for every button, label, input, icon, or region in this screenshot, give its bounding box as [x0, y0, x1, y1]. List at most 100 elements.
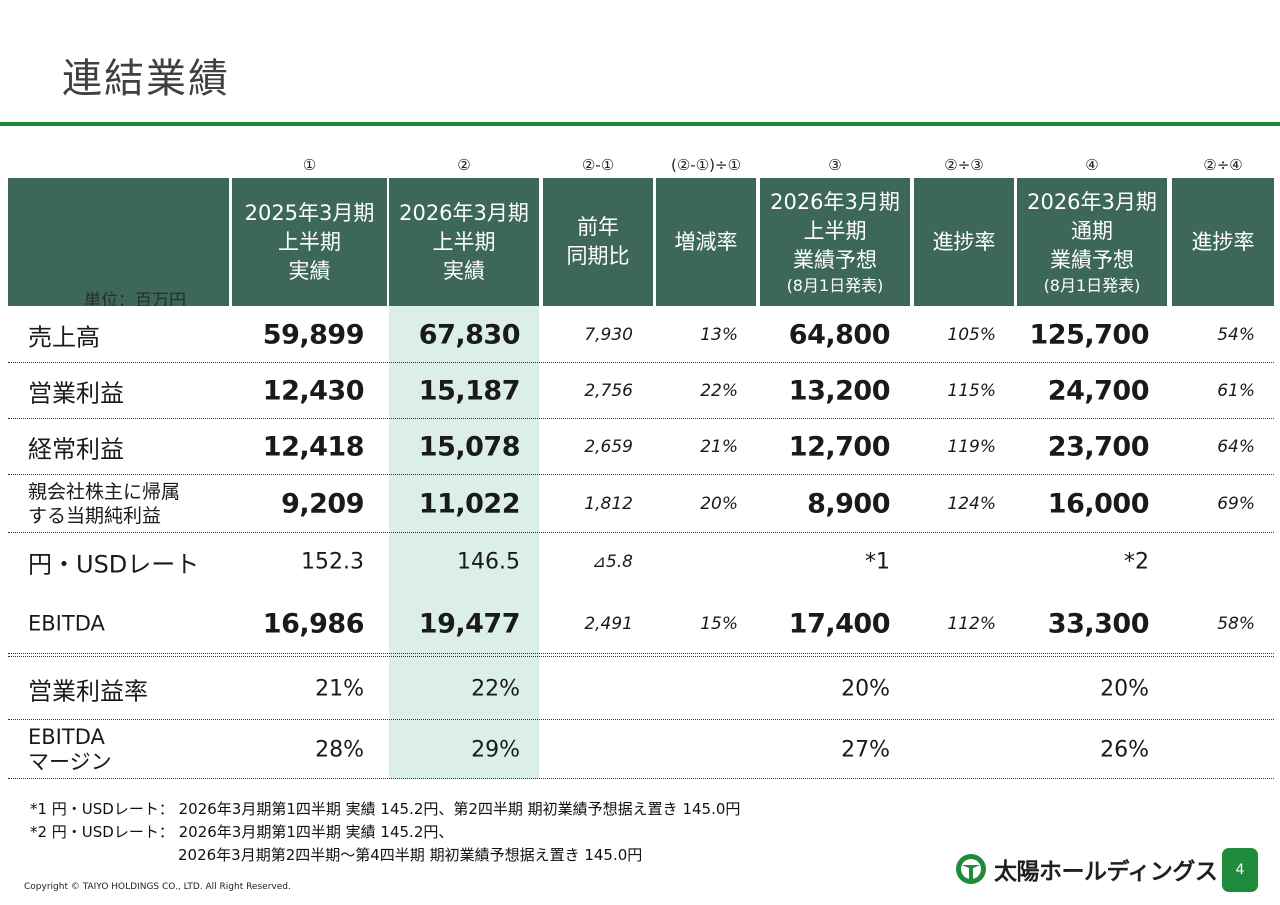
value-cell: 26%: [1100, 737, 1149, 762]
value-cell: 22%: [471, 676, 520, 701]
value-cell: 17,400: [788, 608, 891, 640]
header-h1-forecast: 2026年3月期 上半期 業績予想 (8月1日発表): [760, 178, 910, 306]
value-cell: 2,659: [584, 437, 633, 457]
row-divider: [8, 474, 1274, 475]
value-cell: 11,022: [418, 488, 521, 520]
sun-logo-icon: [956, 854, 986, 884]
row-divider: [8, 532, 1274, 533]
value-cell: 27%: [841, 737, 890, 762]
col-number-7: ④: [1085, 156, 1099, 174]
row-divider: [8, 656, 1274, 657]
value-cell: 15,187: [418, 375, 521, 407]
value-cell: 119%: [947, 437, 996, 457]
value-cell: 146.5: [457, 549, 520, 575]
table-row: 営業利益率 21% 22% 20% 20%: [0, 657, 1280, 720]
value-cell: 69%: [1217, 494, 1255, 514]
row-divider: [8, 653, 1274, 654]
table-row: 経常利益 12,418 15,078 2,659 21% 12,700 119%…: [0, 419, 1280, 475]
row-divider: [8, 418, 1274, 419]
row-divider: [8, 719, 1274, 720]
value-cell: 15%: [700, 614, 738, 634]
value-cell: 125,700: [1029, 319, 1150, 350]
company-brand: 太陽ホールディングス: [954, 852, 1218, 886]
value-cell: 115%: [947, 381, 996, 401]
value-cell: 33,300: [1047, 608, 1150, 640]
value-cell: 124%: [947, 494, 996, 514]
title-divider: [0, 122, 1280, 126]
row-divider: [8, 778, 1274, 779]
value-cell: 21%: [700, 437, 738, 457]
footnote-ref: *2: [1124, 549, 1149, 575]
col-number-1: ①: [302, 156, 317, 174]
row-divider: [8, 362, 1274, 363]
page-number: 4: [1222, 848, 1258, 892]
header-fy-progress: 進捗率: [1172, 178, 1274, 306]
value-cell: 67,830: [418, 319, 521, 350]
value-cell: 9,209: [281, 488, 364, 520]
value-cell: 20%: [700, 494, 738, 514]
value-cell: 105%: [947, 324, 996, 345]
footnote-2: *2 円・USDレート： 2026年3月期第1四半期 実績 145.2円、: [30, 823, 454, 841]
value-cell: ⊿5.8: [591, 552, 633, 572]
footnote-ref: *1: [865, 549, 890, 575]
value-cell: 15,078: [418, 431, 521, 463]
footnote-2-cont: 2026年3月期第2四半期～第4四半期 期初業績予想据え置き 145.0円: [178, 846, 643, 864]
value-cell: 12,430: [262, 375, 365, 407]
table-row: 営業利益 12,430 15,187 2,756 22% 13,200 115%…: [0, 363, 1280, 419]
header-yoy-change: 前年 同期比: [543, 178, 653, 306]
unit-label: 単位：百万円: [84, 291, 186, 306]
highlight-column: [389, 306, 539, 779]
value-cell: 112%: [947, 614, 996, 634]
value-cell: 23,700: [1047, 431, 1150, 463]
copyright: Copyright © TAIYO HOLDINGS CO., LTD. All…: [24, 882, 291, 892]
row-label: EBITDA マージン: [28, 724, 112, 774]
value-cell: 20%: [1100, 676, 1149, 701]
brand-name: 太陽ホールディングス: [994, 859, 1218, 885]
row-label: 親会社株主に帰属 する当期純利益: [28, 481, 181, 527]
value-cell: 13,200: [788, 375, 891, 407]
value-cell: 2,491: [584, 614, 633, 634]
header-unit-cell: 単位：百万円: [8, 178, 229, 306]
col-number-5: ③: [828, 156, 842, 174]
value-cell: 29%: [471, 737, 520, 762]
value-cell: 64,800: [788, 319, 891, 350]
page-title: 連結業績: [62, 56, 230, 102]
col-number-4: (②-①)÷①: [670, 156, 742, 174]
header-fy-forecast: 2026年3月期 通期 業績予想 (8月1日発表): [1017, 178, 1167, 306]
col-number-8: ②÷④: [1203, 156, 1243, 174]
col-number-2: ②: [457, 156, 471, 174]
value-cell: 54%: [1217, 324, 1255, 345]
col-number-3: ②-①: [581, 156, 615, 174]
row-label: 円・USDレート: [28, 550, 200, 579]
row-label: 営業利益率: [28, 677, 148, 705]
footnotes: *1 円・USDレート： 2026年3月期第1四半期 実績 145.2円、第2四…: [30, 798, 740, 867]
table-row: EBITDA 16,986 19,477 2,491 15% 17,400 11…: [0, 591, 1280, 657]
value-cell: 61%: [1217, 381, 1255, 401]
table-row: 親会社株主に帰属 する当期純利益 9,209 11,022 1,812 20% …: [0, 475, 1280, 533]
value-cell: 13%: [700, 324, 738, 345]
header-fy2026-h1-actual: 2026年3月期 上半期 実績: [389, 178, 539, 306]
value-cell: 59,899: [262, 319, 365, 350]
col-number-6: ②÷③: [944, 156, 984, 174]
row-label: 経常利益: [28, 435, 124, 464]
row-label: 営業利益: [28, 379, 124, 408]
value-cell: 28%: [315, 737, 364, 762]
value-cell: 19,477: [418, 608, 521, 640]
footnote-1: *1 円・USDレート： 2026年3月期第1四半期 実績 145.2円、第2四…: [30, 800, 741, 818]
value-cell: 2,756: [584, 381, 633, 401]
value-cell: 20%: [841, 676, 890, 701]
header-h1-progress: 進捗率: [914, 178, 1014, 306]
value-cell: 8,900: [807, 488, 890, 520]
value-cell: 24,700: [1047, 375, 1150, 407]
value-cell: 1,812: [584, 494, 633, 514]
value-cell: 22%: [700, 381, 738, 401]
value-cell: 12,418: [262, 431, 365, 463]
value-cell: 152.3: [301, 549, 364, 575]
value-cell: 7,930: [584, 324, 633, 345]
value-cell: 16,000: [1047, 488, 1150, 520]
value-cell: 58%: [1217, 614, 1255, 634]
header-fy2025-h1-actual: 2025年3月期 上半期 実績: [232, 178, 387, 306]
value-cell: 12,700: [788, 431, 891, 463]
header-change-rate: 増減率: [656, 178, 756, 306]
value-cell: 21%: [315, 676, 364, 701]
